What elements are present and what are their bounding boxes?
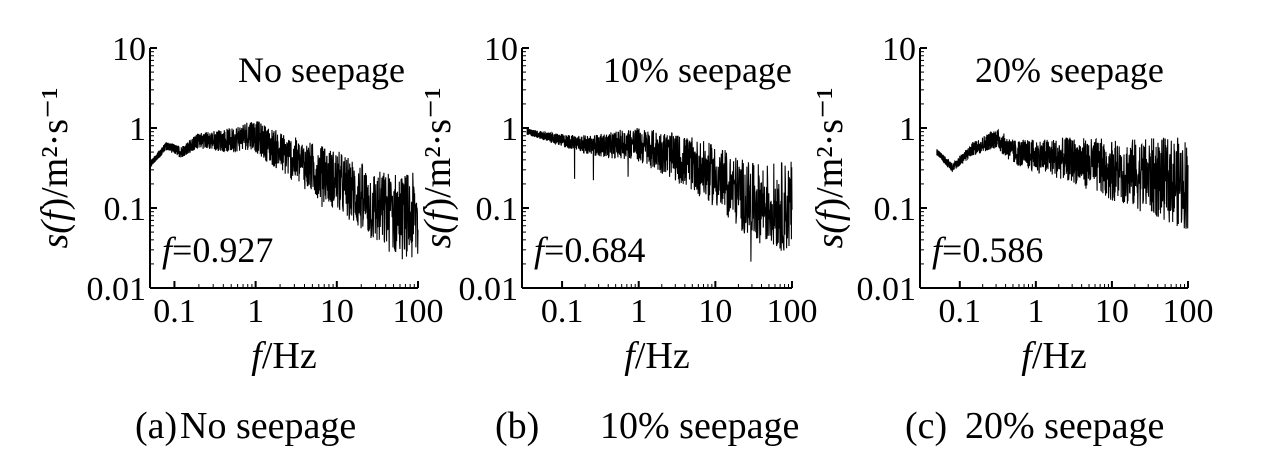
caption-letter: (b)	[495, 405, 539, 447]
caption-text: 10% seepage	[600, 405, 799, 447]
x-tick-label: 0.1	[541, 293, 584, 330]
y-tick-label: 0.1	[104, 191, 147, 228]
caption-text: No seepage	[180, 405, 356, 447]
y-tick-label: 0.1	[476, 191, 519, 228]
y-axis-label: s(f)/m²·s⁻¹	[34, 87, 76, 248]
y-axis-label-suffix: )/m²·s⁻¹	[34, 87, 76, 210]
frequency-annotation: f=0.586	[932, 230, 1043, 270]
y-axis-label-prefix: s(	[417, 219, 459, 249]
annotation-value: =0.586	[942, 230, 1043, 270]
y-tick-label: 0.1	[874, 191, 917, 228]
panel-title: 20% seepage	[975, 50, 1164, 90]
y-tick-label: 1	[899, 111, 916, 148]
annotation-value: =0.684	[544, 230, 645, 270]
spectrum-line	[526, 127, 793, 262]
y-axis-label: s(f)/m²·s⁻¹	[417, 87, 459, 248]
y-tick-label: 10	[112, 31, 146, 68]
x-tick-label: 10	[698, 293, 732, 330]
x-axis-label: f/Hz	[1021, 335, 1086, 377]
caption-letter: (c)	[905, 405, 947, 447]
x-tick-label: 1	[247, 293, 264, 330]
panel-title: No seepage	[238, 50, 405, 90]
x-axis-label: f/Hz	[251, 335, 316, 377]
y-tick-label: 0.01	[459, 271, 519, 308]
y-tick-label: 0.01	[87, 271, 147, 308]
annotation-value: =0.927	[172, 230, 273, 270]
x-tick-label: 100	[393, 293, 444, 330]
x-tick-label: 10	[1095, 293, 1129, 330]
x-tick-label: 10	[320, 293, 354, 330]
frequency-annotation: f=0.684	[534, 230, 645, 270]
y-axis-label-prefix: s(	[34, 219, 76, 249]
panel-title: 10% seepage	[603, 50, 792, 90]
chart-panel-2: 0.01 0.1 1 10 0.1 1 10 100 f/Hz s(f)/m²·s⁻¹ 10% se…	[417, 31, 818, 377]
caption-letter: (a)	[135, 405, 177, 447]
x-tick-label: 1	[630, 293, 647, 330]
x-axis-label-unit: /Hz	[635, 335, 690, 377]
spectrum-line	[149, 121, 419, 260]
x-tick-label: 100	[1163, 293, 1214, 330]
y-tick-label: 0.01	[857, 271, 917, 308]
spectrum-line	[936, 128, 1189, 229]
y-tick-label: 10	[882, 31, 916, 68]
y-axis-label-prefix: s(	[809, 219, 851, 249]
y-axis-label-suffix: )/m²·s⁻¹	[809, 87, 851, 210]
x-tick-label: 100	[767, 293, 818, 330]
x-axis-label: f/Hz	[624, 335, 689, 377]
caption-text: 20% seepage	[965, 405, 1164, 447]
x-axis-label-unit: /Hz	[1032, 335, 1087, 377]
chart-panel-3: 0.01 0.1 1 10 0.1 1 10 100 f/Hz s(f)/m²·s⁻¹ 20% se…	[809, 31, 1214, 377]
x-tick-label: 0.1	[153, 293, 196, 330]
y-tick-label: 1	[501, 111, 518, 148]
x-tick-label: 1	[1027, 293, 1044, 330]
y-tick-label: 10	[484, 31, 518, 68]
y-axis-label-suffix: )/m²·s⁻¹	[417, 87, 459, 210]
y-tick-label: 1	[129, 111, 146, 148]
x-axis-label-unit: /Hz	[262, 335, 317, 377]
y-axis-label: s(f)/m²·s⁻¹	[809, 87, 851, 248]
x-tick-label: 0.1	[939, 293, 982, 330]
frequency-annotation: f=0.927	[162, 230, 273, 270]
